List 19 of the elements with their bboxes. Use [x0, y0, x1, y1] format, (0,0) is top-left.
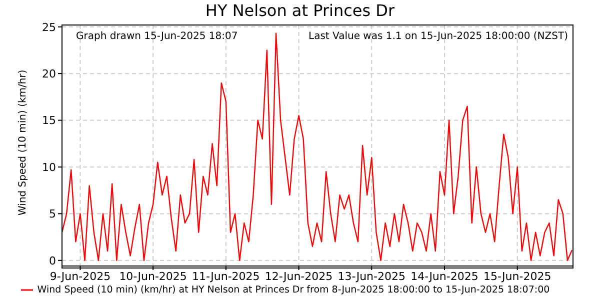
legend-label: Wind Speed (10 min) (km/hr) at HY Nelson at Princes Dr from 8-Jun-2025 18:00:00 to 15-Jun-2025 18:07:00: [37, 284, 550, 296]
x-tick-label: 13-Jun-2025: [338, 270, 406, 283]
chart-title: HY Nelson at Princes Dr: [204, 1, 396, 20]
y-tick-label: 15: [42, 114, 56, 128]
x-tick-label: 11-Jun-2025: [192, 270, 260, 283]
x-tick-label: 10-Jun-2025: [119, 270, 187, 283]
annotation: Last Value was 1.1 on 15-Jun-2025 18:00:00 (NZST): [308, 31, 568, 42]
y-tick-label: 20: [42, 67, 56, 80]
x-tick-label: 9-Jun-2025: [50, 270, 111, 283]
y-tick-label: 0: [49, 254, 56, 268]
y-axis-title: Wind Speed (10 min) (km/hr): [18, 70, 29, 216]
x-tick-label: 12-Jun-2025: [264, 270, 333, 283]
x-tick-label: 14-Jun-2025: [410, 270, 478, 283]
annotation: Graph drawn 15-Jun-2025 18:07: [76, 31, 238, 42]
x-tick-label: 15-Jun-2025: [483, 270, 552, 283]
y-tick-label: 10: [42, 160, 56, 174]
line-series: [62, 32, 573, 261]
y-tick-label: 5: [49, 208, 56, 221]
y-tick-label: 25: [42, 20, 56, 34]
